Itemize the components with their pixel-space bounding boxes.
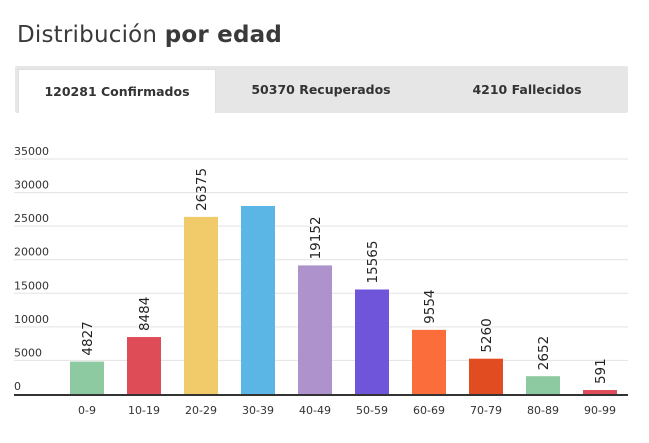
- data-label: 26375: [194, 168, 210, 211]
- x-tick-label: 10-19: [128, 404, 160, 417]
- chart-title-bold: por edad: [164, 22, 282, 48]
- data-label: 9554: [422, 289, 438, 323]
- bar-90-99[interactable]: [583, 390, 617, 394]
- y-tick-label: 5000: [14, 346, 42, 359]
- x-tick-label: 50-59: [356, 404, 388, 417]
- metric-tabs: 120281 Confirmados 50370 Recuperados 421…: [15, 66, 628, 113]
- y-tick-label: 30000: [14, 179, 49, 192]
- tab-fallecidos[interactable]: 4210 Fallecidos: [472, 82, 582, 97]
- y-tick-label: 25000: [14, 212, 49, 225]
- y-tick-label: 0: [14, 380, 21, 393]
- bar-50-59[interactable]: [355, 289, 389, 394]
- tab-recuperados[interactable]: 50370 Recuperados: [251, 82, 391, 97]
- data-label: 19152: [308, 216, 324, 259]
- x-tick-label: 40-49: [299, 404, 331, 417]
- chart-title: Distribución por edad: [17, 22, 282, 48]
- bar-10-19[interactable]: [127, 337, 161, 394]
- x-tick-label: 60-69: [413, 404, 445, 417]
- data-label: 2652: [536, 336, 552, 370]
- bar-70-79[interactable]: [469, 358, 503, 394]
- data-label: 15565: [365, 241, 381, 284]
- tab-confirmados[interactable]: 120281 Confirmados: [18, 69, 216, 113]
- x-tick-label: 90-99: [584, 404, 616, 417]
- bar-80-89[interactable]: [526, 376, 560, 394]
- data-label: 8484: [137, 297, 153, 331]
- bar-30-39[interactable]: [241, 206, 275, 394]
- x-tick-label: 0-9: [78, 404, 96, 417]
- y-tick-label: 35000: [14, 145, 49, 158]
- bar-40-49[interactable]: [298, 265, 332, 394]
- x-tick-label: 30-39: [242, 404, 274, 417]
- bar-20-29[interactable]: [184, 216, 218, 394]
- bar-0-9[interactable]: [70, 361, 104, 394]
- y-tick-label: 15000: [14, 279, 49, 292]
- x-tick-label: 70-79: [470, 404, 502, 417]
- y-tick-label: 10000: [14, 313, 49, 326]
- x-tick-label: 80-89: [527, 404, 559, 417]
- chart-title-normal: Distribución: [17, 22, 158, 48]
- y-tick-label: 20000: [14, 246, 49, 259]
- data-label: 591: [593, 358, 609, 384]
- bar-60-69[interactable]: [412, 329, 446, 394]
- data-label: 5260: [479, 318, 495, 352]
- data-label: 4827: [80, 321, 96, 355]
- x-tick-label: 20-29: [185, 404, 217, 417]
